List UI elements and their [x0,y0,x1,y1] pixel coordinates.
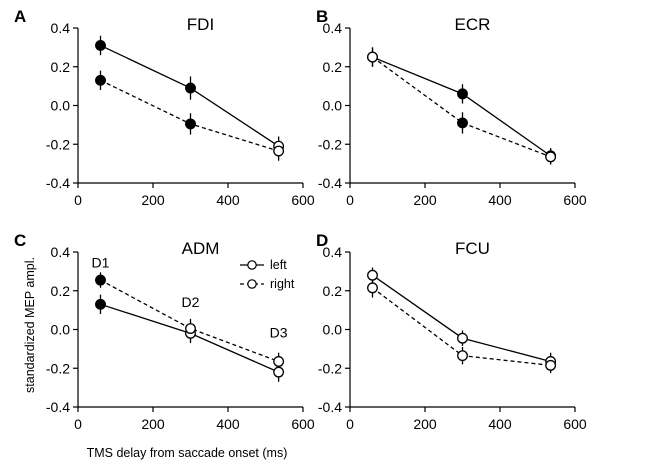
legend-label: left [270,258,287,272]
y-tick-label: 0.0 [323,98,343,114]
legend-marker [247,260,257,270]
x-tick-label: 0 [346,416,354,432]
x-tick-label: 200 [141,416,165,432]
data-point-left [273,366,285,378]
series-line-right [372,56,551,158]
panel-title: ADM [182,239,220,258]
data-point-right [185,323,196,334]
data-point-left [95,298,106,310]
x-tick-label: 600 [563,416,587,432]
y-tick-label: -0.4 [46,175,70,191]
data-point-right [545,359,557,371]
x-tick-label: 200 [413,192,437,208]
panel-title: ECR [455,15,491,34]
data-point-left [95,39,106,51]
y-tick-label: -0.4 [46,399,70,415]
y-tick-label: 0.0 [323,322,343,338]
annotation-label: D2 [182,294,200,310]
x-tick-label: 600 [563,192,587,208]
series-line-right [100,279,279,363]
y-tick-label: 0.2 [51,283,71,299]
y-tick-label: 0.4 [323,244,343,260]
panel-b: B ECR 0.4 0.2 0.0 -0.2 -0.40 200 400 600 [316,7,587,208]
panel-letter: D [316,231,328,250]
x-tick-label: 200 [141,192,165,208]
y-tick-label: 0.4 [51,244,71,260]
y-tick-label: 0.0 [51,98,71,114]
x-tick-label: 400 [216,416,240,432]
x-tick-label: 0 [74,192,82,208]
y-tick-label: -0.2 [318,136,342,152]
legend-label: right [270,277,295,291]
y-tick-label: -0.4 [318,175,342,191]
series-line-left [372,56,551,157]
y-tick-label: -0.2 [46,360,70,376]
y-tick-label: 0.4 [323,20,343,36]
series-line-left [372,274,551,363]
legend-marker [247,279,257,289]
panel-a: A FDI 0.4 0.2 0.0 -0.2 -0.40 200 400 600 [14,7,315,208]
annotation-label: D1 [92,255,110,271]
data-point-left [367,269,378,281]
x-tick-label: 0 [346,192,354,208]
data-point-right [367,51,378,63]
data-point-left [457,88,468,100]
data-point-left [185,82,196,94]
data-point-right [185,118,196,130]
panel-letter: C [14,231,26,250]
x-tick-label: 200 [413,416,437,432]
y-tick-label: 0.2 [323,59,343,75]
data-point-right [95,74,106,86]
y-tick-label: -0.2 [318,360,342,376]
series-line-left [100,44,279,147]
data-point-right [367,282,378,294]
x-tick-label: 600 [291,416,315,432]
data-point-right [457,350,468,362]
panel-letter: B [316,7,328,26]
annotation-label: D3 [270,324,288,340]
data-point-right [457,117,468,129]
x-tick-label: 400 [216,192,240,208]
y-tick-label: -0.4 [318,399,342,415]
x-tick-label: 400 [488,192,512,208]
y-axis-label: standardized MEP ampl. [23,257,37,393]
y-tick-label: 0.2 [323,283,343,299]
data-point-right [95,274,106,286]
panel-title: FDI [187,15,214,34]
y-tick-label: 0.0 [51,322,71,338]
panel-letter: A [14,7,26,26]
legend: left right [240,258,295,291]
x-tick-label: 0 [74,416,82,432]
panel-c: C ADM 0.4 0.2 0.0 -0.2 -0.40 200 400 600 D1 D2 D3 [14,231,315,432]
panel-title: FCU [455,239,490,258]
data-point-right [545,151,557,163]
x-tick-label: 600 [291,192,315,208]
data-point-left [457,332,468,344]
x-axis-label: TMS delay from saccade onset (ms) [87,446,288,460]
data-point-right [273,356,285,367]
data-point-right [273,145,285,157]
y-tick-label: -0.2 [46,136,70,152]
x-tick-label: 400 [488,416,512,432]
panel-d: D FCU 0.4 0.2 0.0 -0.2 -0.40 200 400 600 [316,231,587,432]
y-tick-label: 0.4 [51,20,71,36]
y-tick-label: 0.2 [51,59,71,75]
